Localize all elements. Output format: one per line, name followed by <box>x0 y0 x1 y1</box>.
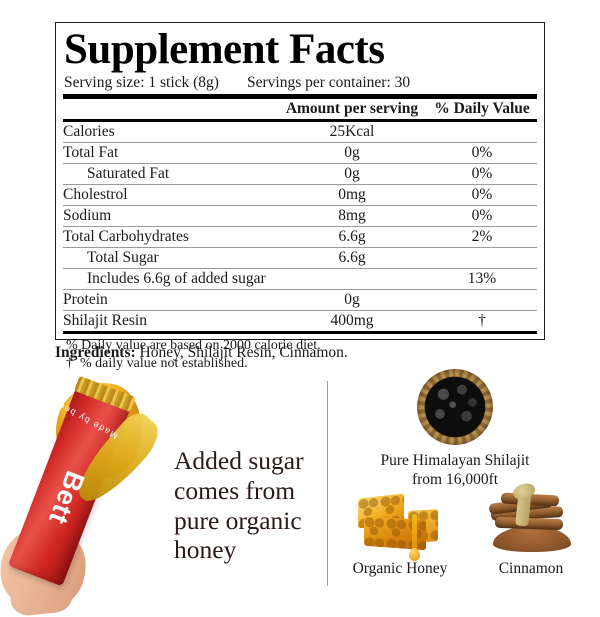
row-daily-value: 0% <box>471 186 493 204</box>
row-rule <box>63 247 537 249</box>
packet-crimp-graphic <box>74 375 136 413</box>
supplement-facts-panel: Supplement Facts Serving size: 1 stick (… <box>55 22 545 371</box>
row-rule <box>63 205 537 207</box>
row-daily-value <box>427 122 537 142</box>
row-amount <box>277 269 427 289</box>
table-header-row: Amount per serving % Daily Value <box>63 99 537 119</box>
honey-droplet <box>409 548 420 561</box>
table-row: Sodium 8mg 0% <box>63 206 537 226</box>
table-row: Total Sugar 6.6g <box>63 248 537 268</box>
row-nutrient-name: Total Sugar <box>87 249 159 267</box>
caption-line-1: Cinnamon <box>498 560 564 577</box>
row-rule <box>63 289 537 291</box>
row-amount: 0g <box>344 165 360 183</box>
rule-header-bottom <box>63 119 537 123</box>
rule-top-thick <box>63 94 537 100</box>
footnote-text: % daily value not established. <box>80 356 248 372</box>
ingredients-list: Honey, Shilajit Resin, Cinnamon. <box>139 344 348 361</box>
footnote-row: % Daily value are based on 2000 calorie … <box>66 337 535 355</box>
row-amount: 6.6g <box>338 249 366 267</box>
row-rule <box>63 226 537 228</box>
servings-per-container: Servings per container: 30 <box>247 74 411 92</box>
cinnamon-stick <box>494 516 564 531</box>
honey-stick-packet: Made by bees Bett <box>7 375 167 587</box>
serving-size: Serving size: 1 stick (8g) <box>64 74 219 92</box>
table-row: Total Fat 0g 0% <box>63 143 537 163</box>
shilajit-basket-image <box>417 369 493 445</box>
row-nutrient-name: Total Fat <box>63 144 119 162</box>
shilajit-chunks-graphic <box>426 378 484 436</box>
row-rule <box>63 184 537 186</box>
row-rule <box>63 268 537 270</box>
row-daily-value: † <box>478 312 486 330</box>
row-nutrient-name: Calories <box>63 123 115 141</box>
row-nutrient-name: Cholestrol <box>63 186 128 204</box>
serving-info: Serving size: 1 stick (8g) Servings per … <box>63 74 537 92</box>
row-daily-value: 0% <box>471 165 493 183</box>
honey-drip-thread <box>412 514 417 554</box>
row-nutrient-name: Saturated Fat <box>87 165 170 183</box>
tile-caption-honey: Organic Honey <box>336 560 464 579</box>
page-title: Supplement Facts <box>64 26 385 73</box>
table-row: Protein 0g <box>63 290 537 310</box>
row-daily-value <box>427 248 537 268</box>
row-amount: 0g <box>344 291 360 309</box>
row-amount: 6.6g <box>338 228 366 246</box>
row-daily-value: 2% <box>471 228 493 246</box>
row-rule <box>63 310 537 312</box>
table-row: Cholestrol 0mg 0% <box>63 185 537 205</box>
table-row: Total Carbohydrates 6.6g 2% <box>63 227 537 247</box>
cinnamon-image <box>487 480 577 554</box>
row-amount: 0g <box>344 144 360 162</box>
caption-line-2: from 16,000ft <box>411 470 499 488</box>
cinnamon-powder-graphic <box>493 526 571 552</box>
product-packet-image: Made by bees Bett <box>0 368 174 617</box>
row-daily-value: 0% <box>471 144 493 162</box>
ingredients-line: Ingredients: Honey, Shilajit Resin, Cinn… <box>55 344 555 362</box>
row-nutrient-name: Includes 6.6g of added sugar <box>87 270 266 288</box>
table-row: Saturated Fat 0g 0% <box>63 164 537 184</box>
row-amount: 25Kcal <box>329 123 375 141</box>
nutrition-table: Amount per serving % Daily Value Calories 2… <box>63 99 537 335</box>
row-amount: 400mg <box>330 312 374 330</box>
row-nutrient-name: Shilajit Resin <box>63 312 147 330</box>
col-header-amount: Amount per serving <box>285 100 419 118</box>
row-amount: 0mg <box>338 186 366 204</box>
organic-honey-image <box>356 492 444 561</box>
table-row: Calories 25Kcal <box>63 122 537 142</box>
row-daily-value: 13% <box>467 270 497 288</box>
footnotes: % Daily value are based on 2000 calorie … <box>63 334 537 375</box>
row-rule <box>63 163 537 165</box>
packet-tagline: Made by bees <box>50 396 120 442</box>
caption-line-1: Pure Himalayan Shilajit <box>380 452 530 469</box>
row-daily-value <box>427 290 537 310</box>
col-header-nutrient <box>63 99 277 119</box>
col-header-daily-value: % Daily Value <box>434 100 530 118</box>
marketing-claim: Added sugar comes from pure organic hone… <box>174 446 304 565</box>
tile-caption-cinnamon: Cinnamon <box>470 560 592 579</box>
section-divider <box>327 381 328 586</box>
row-amount: 8mg <box>338 207 366 225</box>
row-nutrient-name: Total Carbohydrates <box>63 228 189 246</box>
table-row: Shilajit Resin 400mg † <box>63 311 537 331</box>
footnote-row: † % daily value not established. <box>66 355 535 373</box>
row-nutrient-name: Protein <box>63 291 108 309</box>
tile-caption-shilajit: Pure Himalayan Shilajit from 16,000ft <box>330 452 580 489</box>
ingredients-label: Ingredients: <box>55 344 136 361</box>
footnote-text: % Daily value are based on 2000 calorie … <box>66 338 321 354</box>
dagger-symbol: † <box>66 356 73 372</box>
row-rule <box>63 142 537 144</box>
table-row: Includes 6.6g of added sugar 13% <box>63 269 537 289</box>
caption-line-1: Organic Honey <box>352 560 448 577</box>
row-nutrient-name: Sodium <box>63 207 112 225</box>
row-rule <box>63 331 537 335</box>
row-daily-value: 0% <box>471 207 493 225</box>
